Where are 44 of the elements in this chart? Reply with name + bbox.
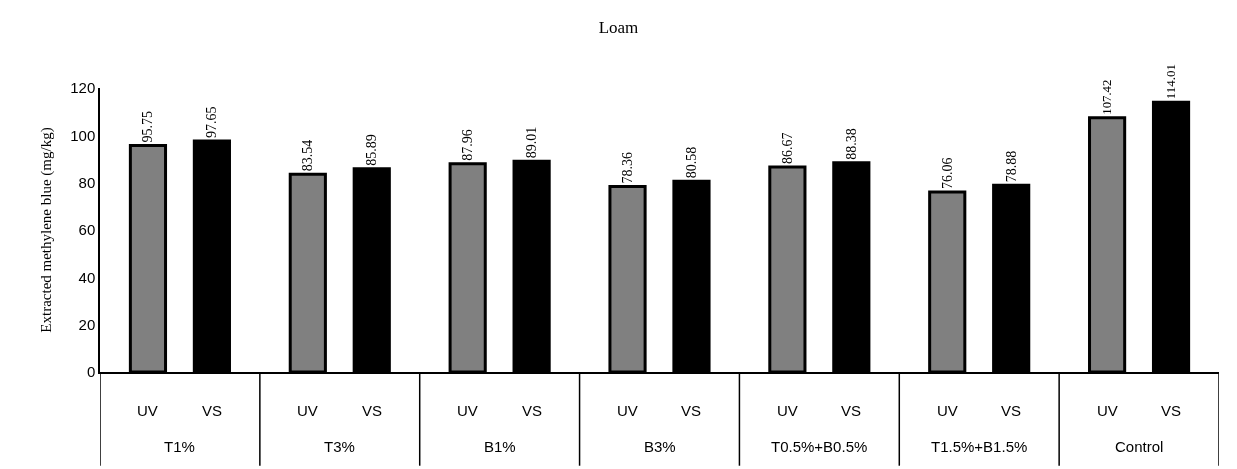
data-label: 95.75 <box>140 110 156 143</box>
data-label: 107.42 <box>1100 79 1115 115</box>
x-tick-label: B1% <box>484 438 516 455</box>
series-label: VS <box>202 402 223 419</box>
x-tick-label: T1% <box>164 438 195 455</box>
data-label: 97.65 <box>204 106 220 138</box>
text: VS <box>362 402 383 419</box>
data-label: 80.58 <box>683 146 699 179</box>
data-label: 83.54 <box>300 139 316 172</box>
chart-title: Loam <box>598 18 639 37</box>
y-tick-label: 20 <box>78 315 96 333</box>
data-label: 114.01 <box>1163 64 1179 100</box>
text: UV <box>617 402 638 419</box>
data-label: 89.01 <box>524 126 540 159</box>
x-tick-label: Control <box>1115 438 1164 455</box>
text: VS <box>841 402 862 419</box>
text: UV <box>457 402 478 419</box>
data-label: 76.06 <box>939 157 955 189</box>
data-label: 85.89 <box>364 134 380 166</box>
series-label: UV <box>137 402 158 419</box>
text: UV <box>1097 402 1118 419</box>
x-tick-label: B3% <box>644 438 676 455</box>
y-tick-label: 60 <box>78 221 96 239</box>
x-tick-label: T3% <box>324 438 355 455</box>
y-axis-title: Extracted methylene blue (mg/kg) <box>37 127 55 333</box>
y-tick-label: 100 <box>70 126 96 144</box>
y-tick-label: 80 <box>78 173 96 191</box>
text: VS <box>681 402 702 419</box>
text: VS <box>1001 402 1022 419</box>
y-tick-label: 40 <box>78 268 96 286</box>
data-label: 86.67 <box>779 132 795 164</box>
text: VS <box>522 402 543 419</box>
y-tick-label: 0 <box>86 363 96 381</box>
data-label: 78.36 <box>620 152 636 184</box>
text: UV <box>297 402 318 419</box>
x-tick-label: T0.5%+B0.5% <box>771 438 868 455</box>
text: UV <box>937 402 958 419</box>
text: VS <box>1161 402 1182 419</box>
y-tick-label: 120 <box>70 79 96 97</box>
text: UV <box>777 402 798 419</box>
x-tick-label: T1.5%+B1.5% <box>931 438 1028 455</box>
data-label: 88.38 <box>843 128 859 160</box>
data-label: 78.88 <box>1003 150 1019 183</box>
data-label: 87.96 <box>460 129 476 161</box>
